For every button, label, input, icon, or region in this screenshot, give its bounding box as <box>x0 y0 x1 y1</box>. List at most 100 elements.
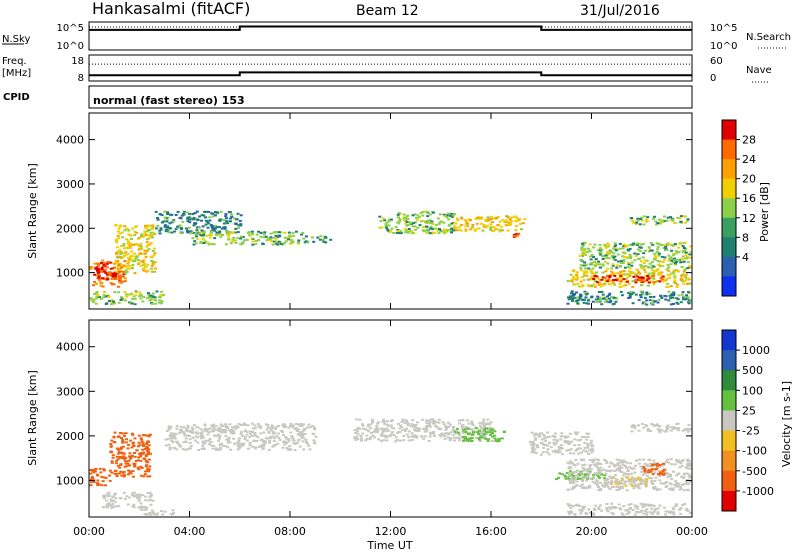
data-cell <box>650 249 654 252</box>
data-cell <box>553 443 557 446</box>
data-cell <box>120 451 124 454</box>
data-cell <box>128 464 132 467</box>
data-cell <box>122 252 126 255</box>
data-cell <box>646 503 650 506</box>
data-cell <box>115 270 119 273</box>
cpid-text: normal (fast stereo) 153 <box>93 94 245 107</box>
data-cell <box>274 237 278 240</box>
data-cell <box>148 233 152 236</box>
data-cell <box>574 471 578 474</box>
data-cell <box>593 482 597 485</box>
data-cell <box>609 477 613 480</box>
data-cell <box>515 225 519 227</box>
data-cell <box>210 242 214 245</box>
data-cell <box>110 506 114 509</box>
data-cell <box>587 508 591 511</box>
data-cell <box>626 470 630 473</box>
data-cell <box>446 425 450 428</box>
data-cell <box>681 504 685 507</box>
data-cell <box>382 217 386 220</box>
data-cell <box>407 228 411 230</box>
data-cell <box>155 290 159 293</box>
data-cell <box>304 440 308 443</box>
data-cell <box>686 489 690 492</box>
data-cell <box>673 262 677 265</box>
data-cell <box>656 222 660 224</box>
data-cell <box>102 263 106 266</box>
data-cell <box>648 511 652 514</box>
data-cell <box>621 255 625 258</box>
data-cell <box>620 512 624 515</box>
data-cell <box>117 227 121 230</box>
data-cell <box>237 440 241 443</box>
data-cell <box>146 292 150 295</box>
data-cell <box>439 435 443 438</box>
data-cell <box>114 260 118 263</box>
data-cell <box>163 510 167 513</box>
data-cell <box>193 424 196 427</box>
data-cell <box>399 232 403 235</box>
data-cell <box>603 474 607 477</box>
data-cell <box>312 441 316 444</box>
data-cell <box>401 428 405 431</box>
data-cell <box>144 224 147 227</box>
data-cell <box>621 478 625 481</box>
data-cell <box>298 434 302 437</box>
data-cell <box>679 215 683 218</box>
data-cell <box>576 475 580 478</box>
data-cell <box>117 472 121 475</box>
data-cell <box>404 222 408 225</box>
data-cell <box>659 471 663 474</box>
data-cell <box>600 248 604 251</box>
data-cell <box>111 454 115 457</box>
data-cell <box>560 432 564 435</box>
data-cell <box>465 419 469 422</box>
data-cell <box>639 264 643 266</box>
data-cell <box>622 251 626 254</box>
data-cell <box>208 216 212 219</box>
data-cell <box>583 298 586 301</box>
data-cell <box>292 442 296 445</box>
data-cell <box>520 228 523 231</box>
data-cell <box>165 220 169 223</box>
data-cell <box>571 293 575 296</box>
data-cell <box>134 459 138 462</box>
nave-label: Nave <box>746 65 772 76</box>
data-cell <box>641 473 645 476</box>
data-cell <box>632 478 636 481</box>
data-cell <box>111 275 115 277</box>
data-cell <box>407 435 411 438</box>
data-cell <box>240 444 244 447</box>
data-cell <box>411 214 415 217</box>
data-cell <box>467 422 471 425</box>
data-cell <box>428 435 432 438</box>
data-cell <box>613 283 617 286</box>
data-cell <box>604 270 608 273</box>
data-cell <box>300 424 304 427</box>
data-cell <box>625 509 629 512</box>
data-cell <box>126 253 130 256</box>
data-cell <box>644 479 648 481</box>
data-cell <box>122 243 126 246</box>
data-cell <box>122 299 126 301</box>
data-cell <box>590 447 594 450</box>
data-cell <box>192 231 196 234</box>
data-cell <box>137 497 141 500</box>
data-cell <box>152 247 156 250</box>
data-cell <box>145 506 148 509</box>
data-cell <box>663 482 667 485</box>
data-cell <box>673 280 677 282</box>
data-cell <box>169 426 173 428</box>
data-cell <box>634 273 637 276</box>
data-cell <box>650 266 654 269</box>
data-cell <box>666 216 670 219</box>
data-cell <box>289 448 293 451</box>
data-cell <box>455 217 459 220</box>
data-cell <box>556 449 560 452</box>
data-cell <box>277 240 281 243</box>
data-cell <box>392 434 396 437</box>
data-cell <box>583 436 587 438</box>
data-cell <box>458 422 461 425</box>
data-cell <box>301 232 305 234</box>
data-cell <box>575 480 579 483</box>
